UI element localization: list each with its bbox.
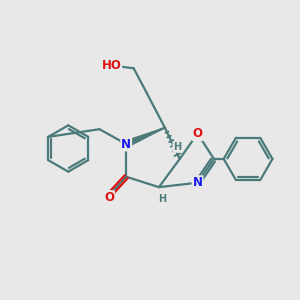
- Polygon shape: [125, 128, 165, 147]
- Text: O: O: [193, 127, 202, 140]
- Text: N: N: [193, 176, 202, 189]
- Text: H: H: [158, 194, 166, 204]
- Text: HO: HO: [101, 59, 121, 72]
- Text: H: H: [173, 142, 181, 152]
- Text: N: N: [121, 138, 131, 151]
- Text: O: O: [104, 191, 114, 204]
